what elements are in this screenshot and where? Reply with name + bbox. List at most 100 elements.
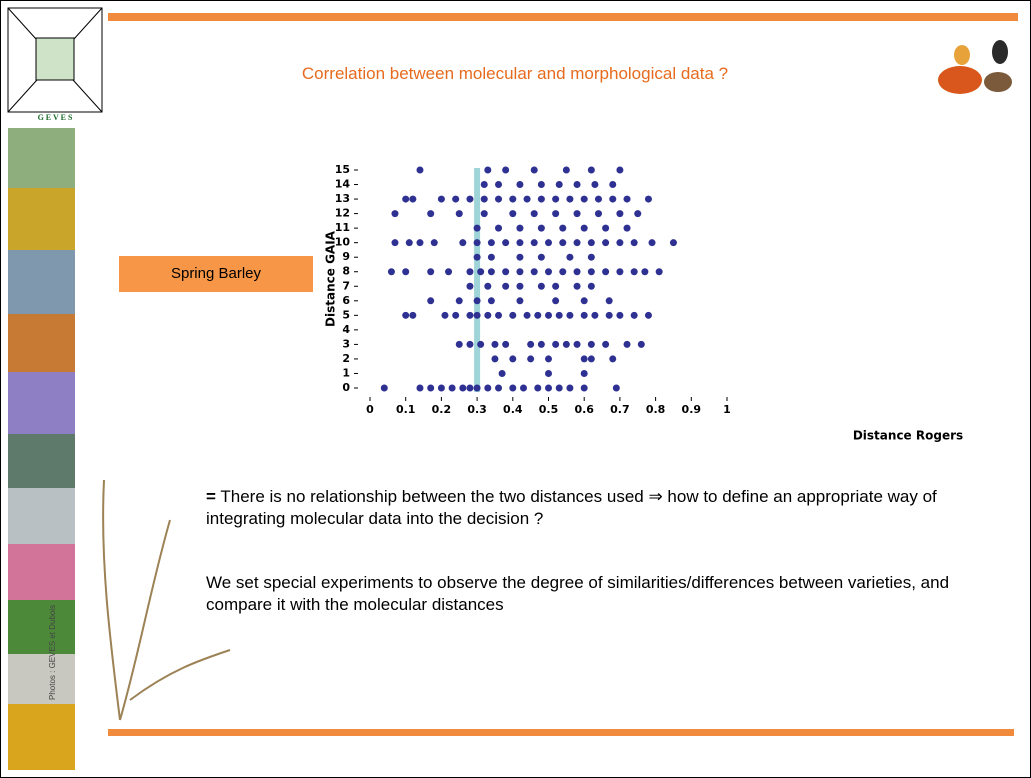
point — [427, 297, 434, 304]
point — [552, 341, 559, 348]
point — [566, 196, 573, 203]
point — [466, 283, 473, 290]
point — [545, 239, 552, 246]
paragraph: = There is no relationship between the t… — [206, 486, 996, 530]
point — [466, 268, 473, 275]
point — [427, 268, 434, 275]
point — [616, 239, 623, 246]
point — [484, 385, 491, 392]
point — [538, 254, 545, 261]
y-tick-label: 9 — [342, 250, 350, 263]
point — [595, 210, 602, 217]
point — [645, 312, 652, 319]
point — [474, 225, 481, 232]
point — [488, 239, 495, 246]
y-tick-label: 1 — [342, 366, 350, 379]
point — [552, 196, 559, 203]
point — [559, 268, 566, 275]
y-tick-label: 14 — [335, 178, 351, 191]
point — [602, 225, 609, 232]
point — [531, 167, 538, 174]
point — [527, 341, 534, 348]
y-tick-label: 0 — [342, 381, 350, 394]
point — [645, 196, 652, 203]
point — [588, 283, 595, 290]
point — [459, 385, 466, 392]
point — [670, 239, 677, 246]
point — [538, 341, 545, 348]
point — [531, 239, 538, 246]
point — [556, 385, 563, 392]
point — [624, 196, 631, 203]
point — [638, 341, 645, 348]
point — [406, 239, 413, 246]
x-tick-label: 0.2 — [432, 403, 452, 416]
point — [516, 297, 523, 304]
point — [431, 239, 438, 246]
point — [552, 297, 559, 304]
point — [538, 225, 545, 232]
x-axis-label: Distance Rogers — [853, 429, 963, 443]
point — [602, 239, 609, 246]
point — [502, 167, 509, 174]
y-axis-label: Distance GAIA — [324, 230, 338, 327]
point — [495, 225, 502, 232]
point — [624, 341, 631, 348]
point — [545, 385, 552, 392]
point — [609, 355, 616, 362]
y-tick-label: 15 — [335, 163, 350, 176]
point — [481, 181, 488, 188]
point — [631, 268, 638, 275]
point — [574, 268, 581, 275]
point — [559, 225, 566, 232]
point — [481, 210, 488, 217]
point — [474, 385, 481, 392]
point — [649, 239, 656, 246]
point — [527, 355, 534, 362]
point — [534, 385, 541, 392]
point — [581, 385, 588, 392]
point — [591, 181, 598, 188]
point — [574, 283, 581, 290]
bullet: = — [206, 487, 216, 506]
point — [466, 385, 473, 392]
y-tick-label: 4 — [342, 323, 350, 336]
point — [438, 196, 445, 203]
point — [456, 210, 463, 217]
point — [556, 181, 563, 188]
point — [481, 196, 488, 203]
point — [574, 181, 581, 188]
point — [538, 283, 545, 290]
point — [516, 239, 523, 246]
point — [466, 196, 473, 203]
point — [524, 312, 531, 319]
point — [516, 283, 523, 290]
point — [631, 312, 638, 319]
point — [609, 181, 616, 188]
point — [520, 385, 527, 392]
point — [456, 341, 463, 348]
point — [566, 385, 573, 392]
point — [495, 385, 502, 392]
y-tick-label: 13 — [335, 192, 350, 205]
point — [488, 268, 495, 275]
point — [581, 312, 588, 319]
point — [559, 239, 566, 246]
point — [416, 167, 423, 174]
point — [534, 312, 541, 319]
point — [456, 297, 463, 304]
point — [563, 341, 570, 348]
x-tick-label: 0.5 — [539, 403, 559, 416]
point — [552, 283, 559, 290]
paragraph-text: There is no relationship between the two… — [206, 487, 937, 528]
point — [581, 225, 588, 232]
point — [509, 385, 516, 392]
point — [538, 196, 545, 203]
point — [488, 254, 495, 261]
point — [516, 181, 523, 188]
point — [516, 254, 523, 261]
point — [545, 370, 552, 377]
point — [609, 196, 616, 203]
x-tick-label: 0.9 — [682, 403, 702, 416]
point — [545, 355, 552, 362]
